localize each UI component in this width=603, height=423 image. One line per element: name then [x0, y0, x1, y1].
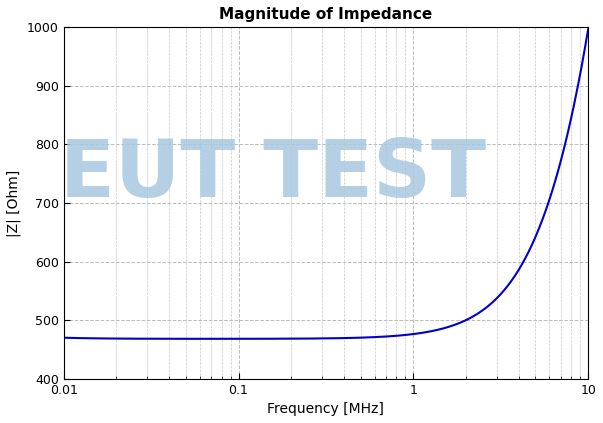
Text: EUT TEST: EUT TEST: [60, 136, 487, 214]
X-axis label: Frequency [MHz]: Frequency [MHz]: [268, 402, 384, 416]
Title: Magnitude of Impedance: Magnitude of Impedance: [219, 7, 432, 22]
Y-axis label: |Z| [Ohm]: |Z| [Ohm]: [7, 169, 22, 236]
